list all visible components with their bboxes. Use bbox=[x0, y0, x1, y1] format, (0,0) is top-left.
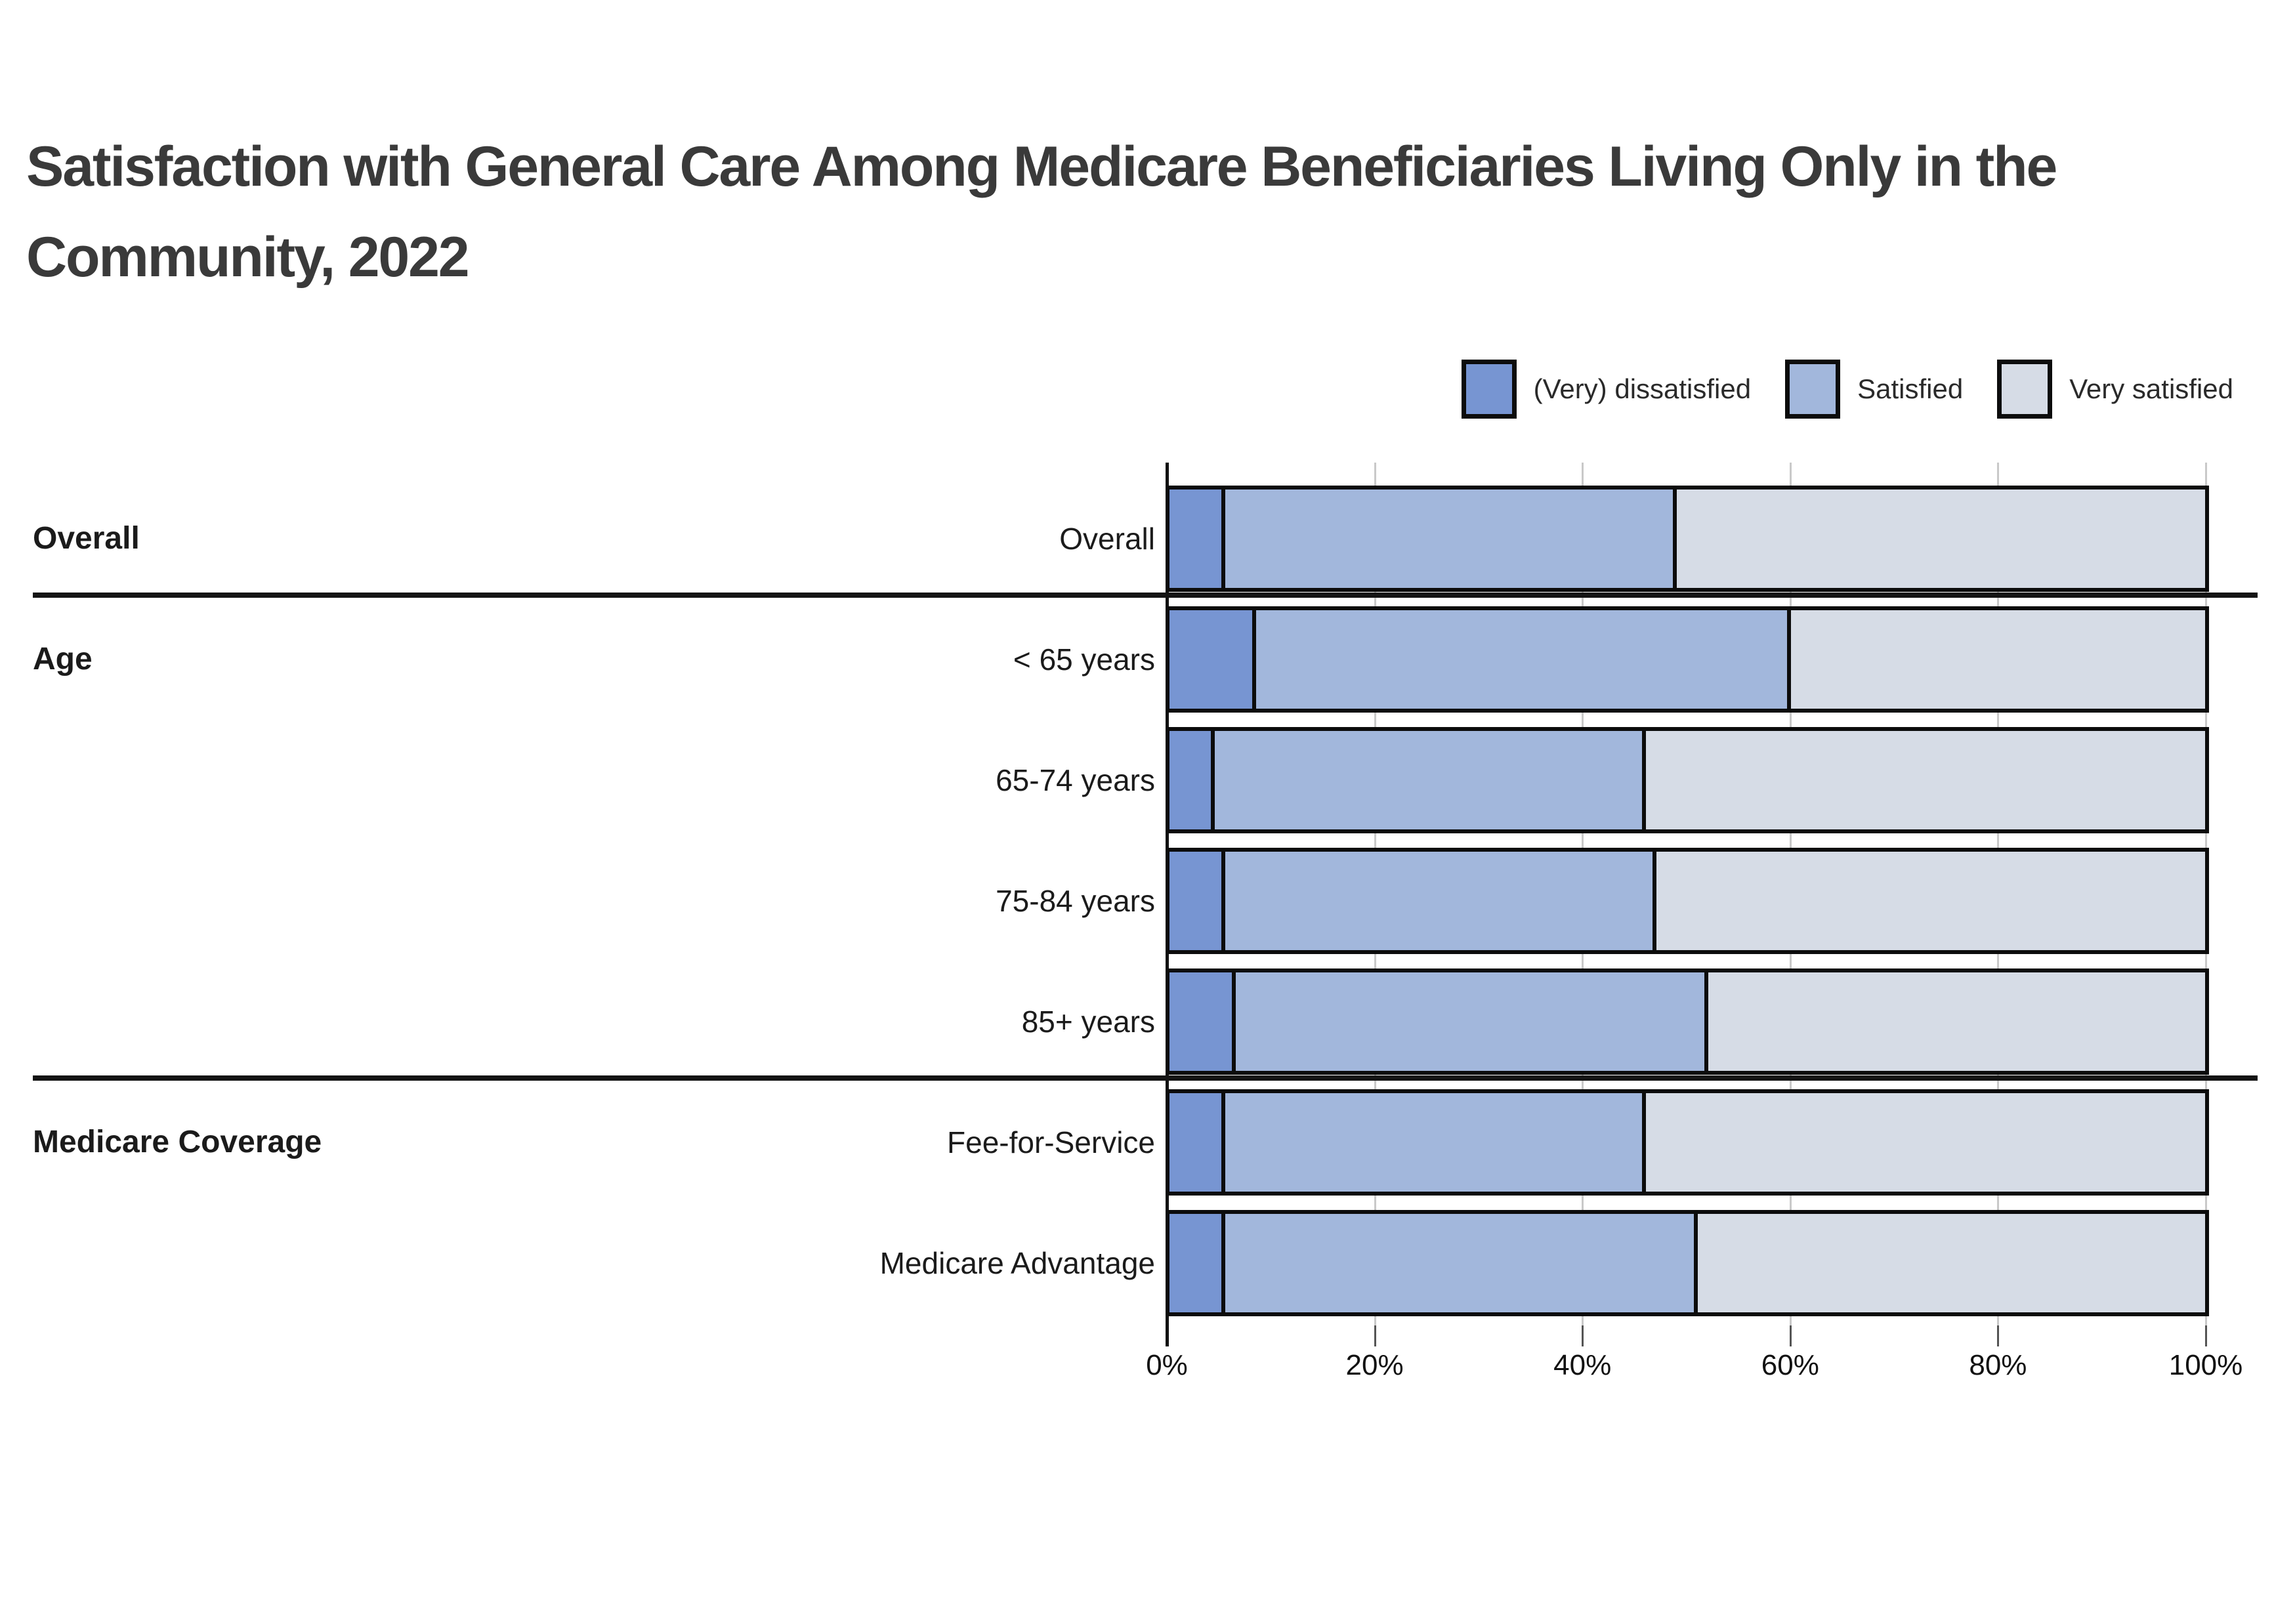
bar-segment bbox=[1169, 610, 1253, 709]
bar-segment bbox=[1645, 1093, 2205, 1192]
category-label: 85+ years bbox=[1021, 1005, 1155, 1039]
legend-swatch bbox=[1785, 360, 1841, 419]
x-axis-tick bbox=[1789, 1325, 1792, 1346]
x-axis-tick-label: 20% bbox=[1345, 1349, 1404, 1381]
bar-segment bbox=[1221, 1093, 1646, 1192]
x-axis-tick bbox=[1582, 1325, 1584, 1346]
bar-segment bbox=[1169, 489, 1221, 588]
bar-row bbox=[1166, 968, 2209, 1075]
bar-segment bbox=[1169, 972, 1232, 1071]
bar-segment bbox=[1677, 489, 2205, 588]
category-label: 65-74 years bbox=[996, 763, 1155, 797]
bar-segment bbox=[1221, 1214, 1698, 1312]
legend-swatch bbox=[1461, 360, 1517, 419]
bar-row bbox=[1166, 727, 2209, 833]
category-label: Fee-for-Service bbox=[947, 1125, 1155, 1159]
x-axis-tick-label: 40% bbox=[1553, 1349, 1612, 1381]
bar-segment bbox=[1211, 731, 1646, 829]
bar-row bbox=[1166, 486, 2209, 592]
bar-segment bbox=[1252, 610, 1791, 709]
section-header: Medicare Coverage bbox=[33, 1125, 322, 1159]
x-axis-tick-label: 80% bbox=[1969, 1349, 2027, 1381]
x-axis-tick bbox=[1997, 1325, 2000, 1346]
legend-label: (Very) dissatisfied bbox=[1533, 373, 1752, 404]
x-axis-tick bbox=[2205, 1325, 2207, 1346]
x-axis-tick-label: 100% bbox=[2168, 1349, 2243, 1381]
category-label: Medicare Advantage bbox=[879, 1246, 1155, 1280]
x-axis-tick-label: 60% bbox=[1761, 1349, 1819, 1381]
bar-row bbox=[1166, 606, 2209, 713]
bar-segment bbox=[1221, 852, 1656, 950]
legend-label: Satisfied bbox=[1857, 373, 1964, 404]
bar-row bbox=[1166, 1210, 2209, 1316]
section-header: Age bbox=[33, 642, 93, 677]
chart-title-line-1: Satisfaction with General Care Among Med… bbox=[26, 135, 2057, 198]
section-header: Overall bbox=[33, 521, 140, 556]
legend-item: Very satisfied bbox=[1997, 360, 2233, 419]
section-separator bbox=[33, 1075, 2258, 1081]
bar-segment bbox=[1708, 972, 2205, 1071]
section-separator bbox=[33, 593, 2258, 598]
category-label: Overall bbox=[1059, 522, 1155, 556]
bar-row bbox=[1166, 1089, 2209, 1196]
x-axis-tick-label: 0% bbox=[1146, 1349, 1188, 1381]
bar-segment bbox=[1169, 731, 1211, 829]
bar-segment bbox=[1697, 1214, 2205, 1312]
legend: (Very) dissatisfied Satisfied Very satisfi… bbox=[1461, 360, 2233, 419]
legend-item: Satisfied bbox=[1785, 360, 1963, 419]
bar-segment bbox=[1221, 489, 1677, 588]
legend-swatch bbox=[1997, 360, 2053, 419]
bar-segment bbox=[1169, 852, 1221, 950]
bar-segment bbox=[1169, 1093, 1221, 1192]
legend-item: (Very) dissatisfied bbox=[1461, 360, 1752, 419]
category-label: 75-84 years bbox=[996, 884, 1155, 918]
x-axis-tick bbox=[1374, 1325, 1376, 1346]
chart-title-line-2: Community, 2022 bbox=[26, 226, 470, 289]
bar-segment bbox=[1169, 1214, 1221, 1312]
bar-segment bbox=[1790, 610, 2205, 709]
bar-segment bbox=[1656, 852, 2205, 950]
legend-label: Very satisfied bbox=[2069, 373, 2233, 404]
bar-row bbox=[1166, 848, 2209, 954]
bar-segment bbox=[1645, 731, 2205, 829]
bar-segment bbox=[1231, 972, 1708, 1071]
category-label: < 65 years bbox=[1013, 642, 1155, 677]
